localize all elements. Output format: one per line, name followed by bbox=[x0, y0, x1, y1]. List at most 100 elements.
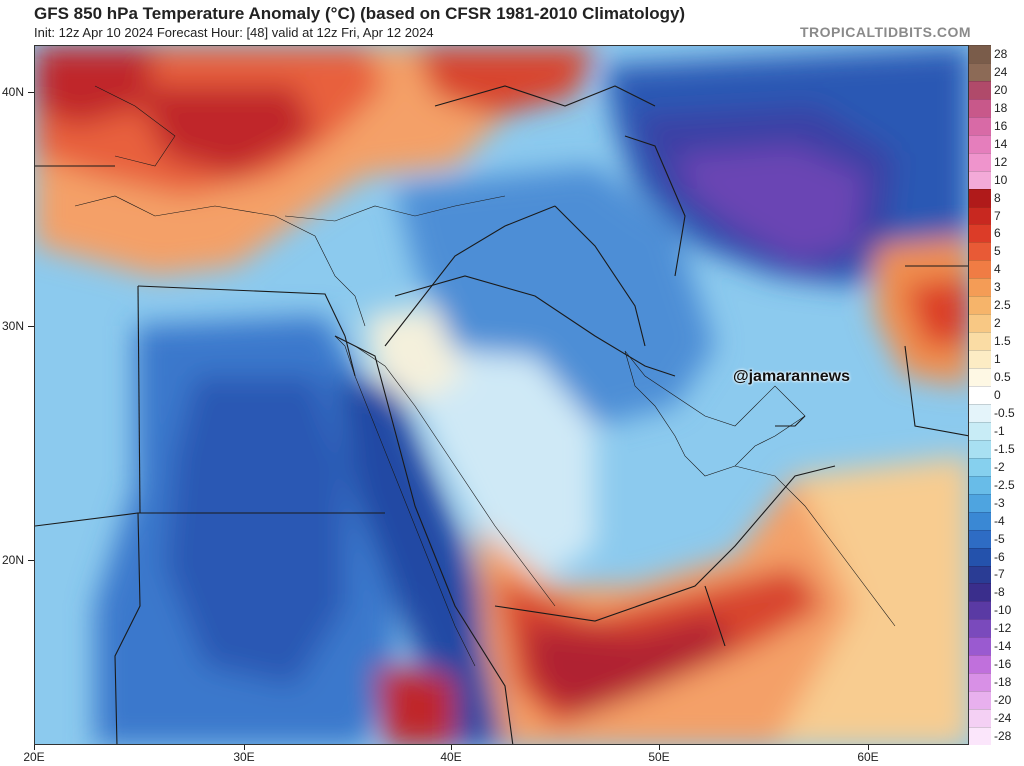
colorbar-label: -3 bbox=[994, 495, 1005, 510]
colorbar-cell bbox=[969, 511, 991, 531]
map-subtitle: Init: 12z Apr 10 2024 Forecast Hour: [48… bbox=[34, 25, 434, 40]
colorbar-label: 12 bbox=[994, 154, 1008, 169]
colorbar-label: 10 bbox=[994, 172, 1008, 187]
map-title: GFS 850 hPa Temperature Anomaly (°C) (ba… bbox=[34, 4, 686, 23]
colorbar-label: -28 bbox=[994, 729, 1012, 744]
colorbar-cell bbox=[969, 134, 991, 154]
colorbar-cell bbox=[969, 709, 991, 728]
colorbar-label: -20 bbox=[994, 693, 1012, 708]
colorbar-cell bbox=[969, 98, 991, 118]
colorbar-cell bbox=[969, 403, 991, 423]
colorbar-cell bbox=[969, 62, 991, 82]
colorbar-cell bbox=[969, 601, 991, 620]
colorbar-cell bbox=[969, 45, 991, 64]
colorbar-label: 5 bbox=[994, 244, 1001, 259]
lat-label-30n: 30N bbox=[2, 319, 25, 333]
colorbar-cell bbox=[969, 457, 991, 477]
colorbar-label: 28 bbox=[994, 46, 1008, 61]
colorbar-label: -1 bbox=[994, 423, 1005, 438]
colorbar-cell bbox=[969, 224, 991, 243]
colorbar-label: 20 bbox=[994, 82, 1008, 97]
colorbar-cell bbox=[969, 350, 991, 369]
colorbar-label: 3 bbox=[994, 280, 1001, 295]
colorbar-label: -12 bbox=[994, 621, 1012, 636]
lon-tick bbox=[451, 745, 452, 750]
colorbar-label: -2.5 bbox=[994, 477, 1015, 492]
colorbar-label: -5 bbox=[994, 531, 1005, 546]
anomaly-field bbox=[35, 46, 968, 744]
colorbar-cell bbox=[969, 439, 991, 459]
lat-tick bbox=[28, 92, 34, 93]
lat-tick bbox=[28, 326, 34, 327]
colorbar-label: -4 bbox=[994, 513, 1005, 528]
colorbar-cell bbox=[969, 368, 991, 387]
lat-tick bbox=[28, 560, 34, 561]
colorbar-label: -18 bbox=[994, 675, 1012, 690]
colorbar-cell bbox=[969, 332, 991, 351]
colorbar-cell bbox=[969, 278, 991, 297]
colorbar-cell bbox=[969, 206, 991, 225]
colorbar-cell bbox=[969, 547, 991, 566]
lon-label-40e: 40E bbox=[440, 750, 462, 764]
colorbar-label: 0.5 bbox=[994, 370, 1011, 385]
colorbar-cell bbox=[969, 637, 991, 656]
colorbar-cell bbox=[969, 691, 991, 710]
colorbar-label: 16 bbox=[994, 118, 1008, 133]
colorbar-label: 4 bbox=[994, 262, 1001, 277]
colorbar-cell bbox=[969, 260, 991, 279]
colorbar-cell bbox=[969, 152, 991, 172]
colorbar-cell bbox=[969, 529, 991, 549]
colorbar-cell bbox=[969, 565, 991, 584]
colorbar-label: 0 bbox=[994, 388, 1001, 402]
lon-tick bbox=[659, 745, 660, 750]
colorbar-cell bbox=[969, 583, 991, 602]
anomaly-map: @jamarannews bbox=[34, 45, 969, 745]
colorbar-label: 6 bbox=[994, 226, 1001, 241]
watermark-handle: @jamarannews bbox=[733, 368, 850, 385]
borders bbox=[35, 85, 968, 744]
colorbar-cell bbox=[969, 116, 991, 136]
colorbar-label: -10 bbox=[994, 603, 1012, 618]
colorbar-cell bbox=[969, 475, 991, 495]
colorbar-label: -24 bbox=[994, 711, 1012, 726]
colorbar-label: -0.5 bbox=[994, 405, 1015, 420]
colorbar-cell bbox=[969, 242, 991, 261]
lon-tick bbox=[244, 745, 245, 750]
colorbar-label: -8 bbox=[994, 585, 1005, 600]
lat-label-40n: 40N bbox=[2, 85, 25, 99]
lon-label-30e: 30E bbox=[233, 750, 255, 764]
colorbar-cell bbox=[969, 296, 991, 315]
colorbar-label: 1 bbox=[994, 352, 1001, 367]
colorbar bbox=[969, 45, 991, 746]
colorbar-cell bbox=[969, 170, 991, 190]
lon-label-20e: 20E bbox=[23, 750, 45, 764]
lat-label-20n: 20N bbox=[2, 553, 25, 567]
lon-label-50e: 50E bbox=[648, 750, 670, 764]
colorbar-label: -6 bbox=[994, 549, 1005, 564]
colorbar-cell bbox=[969, 386, 991, 405]
colorbar-label: -16 bbox=[994, 657, 1012, 672]
lon-tick bbox=[868, 745, 869, 750]
colorbar-cell bbox=[969, 493, 991, 513]
source-brand: TROPICALTIDBITS.COM bbox=[799, 24, 971, 40]
colorbar-label: 18 bbox=[994, 100, 1008, 115]
colorbar-label: -2 bbox=[994, 459, 1005, 474]
colorbar-label: -7 bbox=[994, 567, 1005, 582]
coastlines bbox=[74, 85, 896, 667]
colorbar-label: -14 bbox=[994, 639, 1012, 654]
colorbar-label: 2 bbox=[994, 316, 1001, 331]
colorbar-label: 7 bbox=[994, 208, 1001, 223]
lon-label-60e: 60E bbox=[857, 750, 879, 764]
colorbar-label: -1.5 bbox=[994, 441, 1015, 456]
colorbar-cell bbox=[969, 655, 991, 674]
colorbar-label: 1.5 bbox=[994, 334, 1011, 349]
colorbar-label: 8 bbox=[994, 190, 1001, 205]
colorbar-label: 14 bbox=[994, 136, 1008, 151]
colorbar-cell bbox=[969, 673, 991, 692]
colorbar-cell bbox=[969, 314, 991, 333]
lon-tick bbox=[34, 745, 35, 750]
colorbar-cell bbox=[969, 80, 991, 100]
colorbar-cell bbox=[969, 727, 991, 746]
anomaly-blobs bbox=[35, 46, 968, 744]
colorbar-cell bbox=[969, 188, 991, 208]
